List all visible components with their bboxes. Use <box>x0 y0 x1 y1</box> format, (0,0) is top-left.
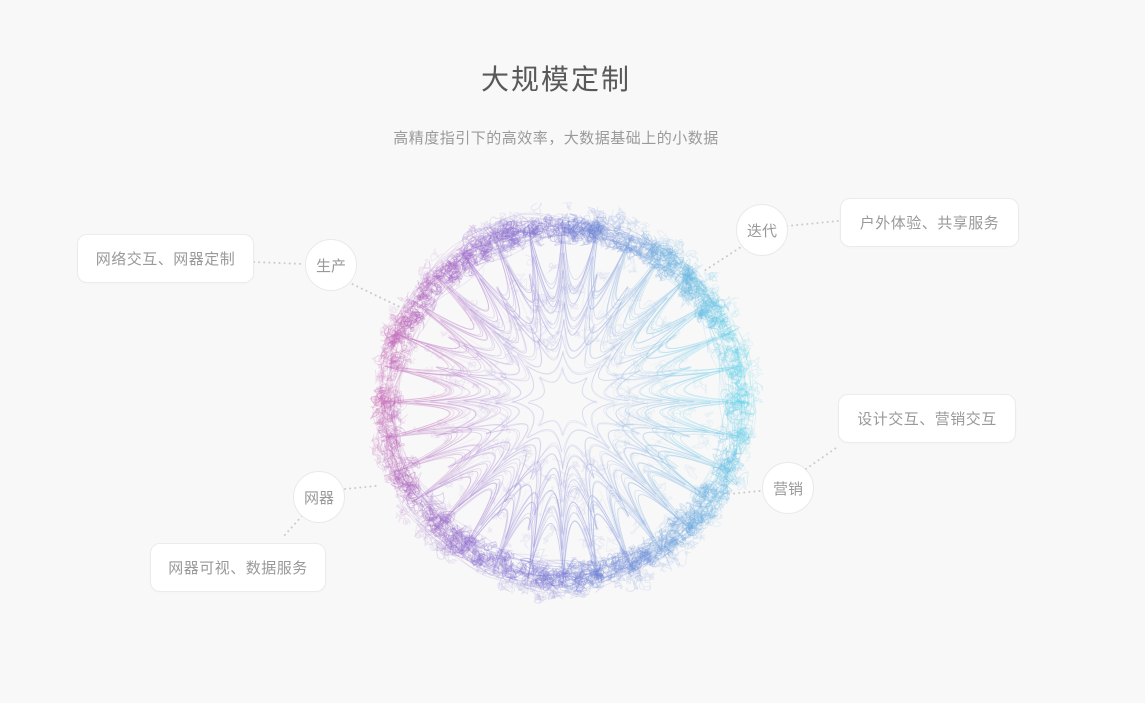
card-device-label: 网器可视、数据服务 <box>168 560 308 577</box>
card-iteration-label: 户外体验、共享服务 <box>859 215 1000 232</box>
connector-iteration-node-to-card <box>786 220 839 227</box>
section-header: 大规模定制 高精度指引下的高效率，大数据基础上的小数据 <box>0 58 1112 148</box>
connector-production-card-to-node <box>253 261 304 265</box>
node-device: 网器 <box>293 471 345 523</box>
card-production-label: 网络交互、网器定制 <box>95 251 236 268</box>
card-marketing-label: 设计交互、营销交互 <box>857 411 997 428</box>
card-production: 网络交互、网器定制 <box>77 234 254 283</box>
card-device: 网器可视、数据服务 <box>150 543 326 592</box>
node-iteration-label: 迭代 <box>746 222 777 240</box>
node-marketing-label: 营销 <box>772 480 803 498</box>
node-iteration: 迭代 <box>736 204 788 256</box>
page-title: 大规模定制 <box>480 64 631 95</box>
connector-marketing-node-to-card <box>805 447 837 470</box>
node-marketing: 营销 <box>762 462 814 514</box>
generative-sphere-visualization <box>343 182 783 622</box>
node-device-label: 网器 <box>303 489 334 507</box>
card-marketing: 设计交互、营销交互 <box>838 394 1016 443</box>
page-subtitle: 高精度指引下的高效率，大数据基础上的小数据 <box>393 130 719 147</box>
connector-device-node-to-card <box>282 515 303 538</box>
node-production-label: 生产 <box>315 257 346 275</box>
node-production: 生产 <box>305 239 357 291</box>
card-iteration: 户外体验、共享服务 <box>840 198 1019 247</box>
